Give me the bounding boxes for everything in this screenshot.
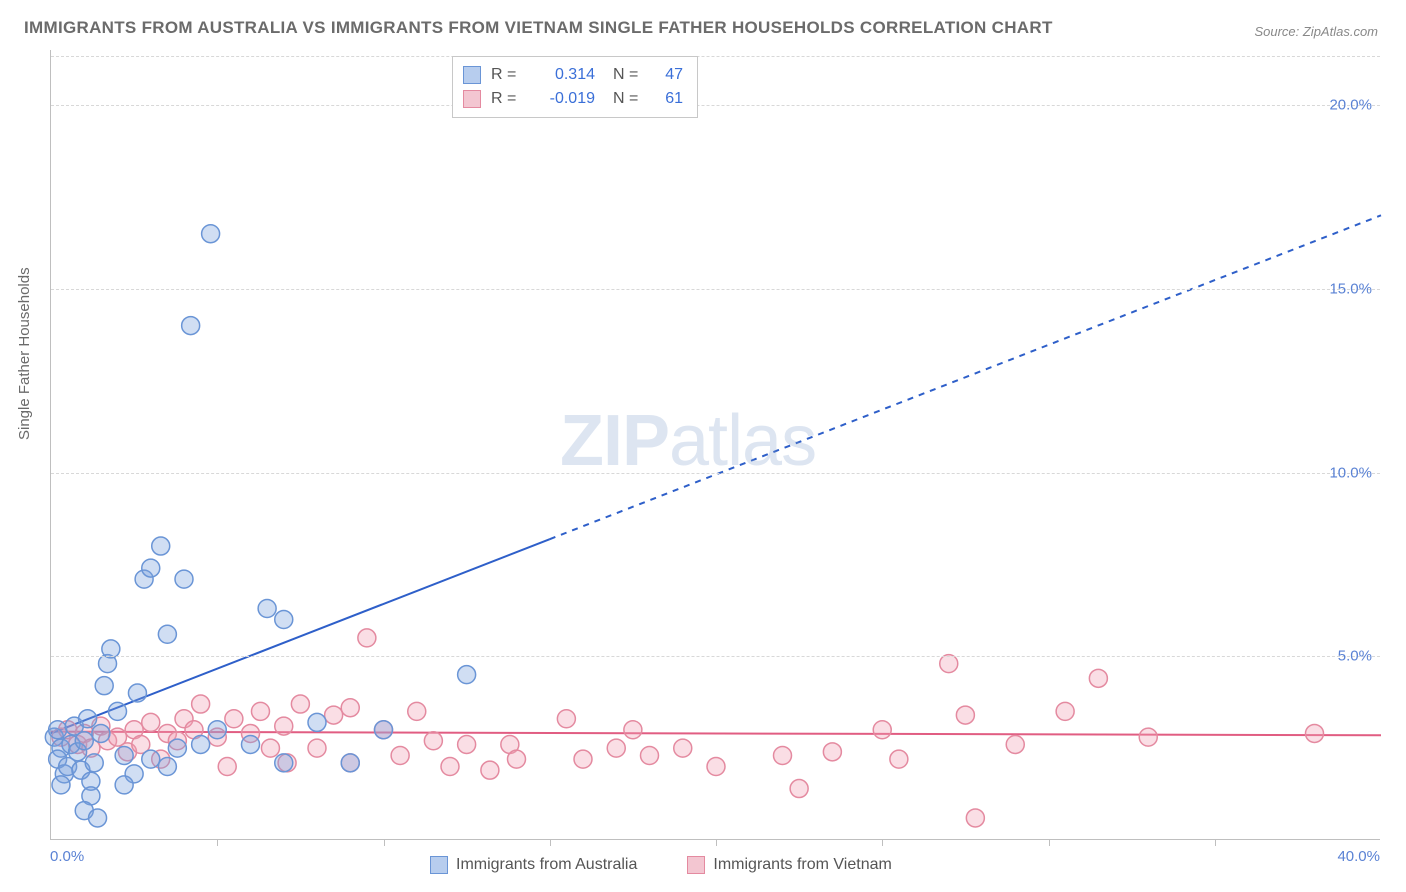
legend-item-vietnam: Immigrants from Vietnam <box>687 856 891 874</box>
legend-item-australia: Immigrants from Australia <box>430 856 637 874</box>
plot-area: 5.0% 10.0% 15.0% 20.0% <box>50 50 1380 840</box>
source-attribution: Source: ZipAtlas.com <box>1254 24 1378 39</box>
r-label: R = <box>491 87 525 111</box>
x-axis-max: 40.0% <box>1337 848 1380 865</box>
swatch-vietnam <box>687 856 705 874</box>
chart-title: IMMIGRANTS FROM AUSTRALIA VS IMMIGRANTS … <box>24 18 1053 38</box>
correlation-legend: R = 0.314 N = 47 R = -0.019 N = 61 <box>452 56 698 118</box>
r-value-australia: 0.314 <box>535 63 595 87</box>
legend-row-australia: R = 0.314 N = 47 <box>463 63 683 87</box>
r-label: R = <box>491 63 525 87</box>
n-value-australia: 47 <box>653 63 683 87</box>
x-axis-origin: 0.0% <box>50 848 84 865</box>
y-axis-label: Single Father Households <box>16 267 33 440</box>
legend-label-australia: Immigrants from Australia <box>456 856 637 874</box>
legend-label-vietnam: Immigrants from Vietnam <box>713 856 891 874</box>
y-tick-label: 5.0% <box>1338 648 1372 665</box>
y-tick-label: 15.0% <box>1329 280 1372 297</box>
r-value-vietnam: -0.019 <box>535 87 595 111</box>
n-value-vietnam: 61 <box>653 87 683 111</box>
y-tick-label: 20.0% <box>1329 97 1372 114</box>
series-legend: Immigrants from Australia Immigrants fro… <box>430 856 892 874</box>
y-tick-label: 10.0% <box>1329 464 1372 481</box>
n-label: N = <box>613 63 643 87</box>
n-label: N = <box>613 87 643 111</box>
swatch-australia <box>430 856 448 874</box>
swatch-australia <box>463 66 481 84</box>
swatch-vietnam <box>463 90 481 108</box>
legend-row-vietnam: R = -0.019 N = 61 <box>463 87 683 111</box>
scatter-svg <box>51 50 1380 839</box>
